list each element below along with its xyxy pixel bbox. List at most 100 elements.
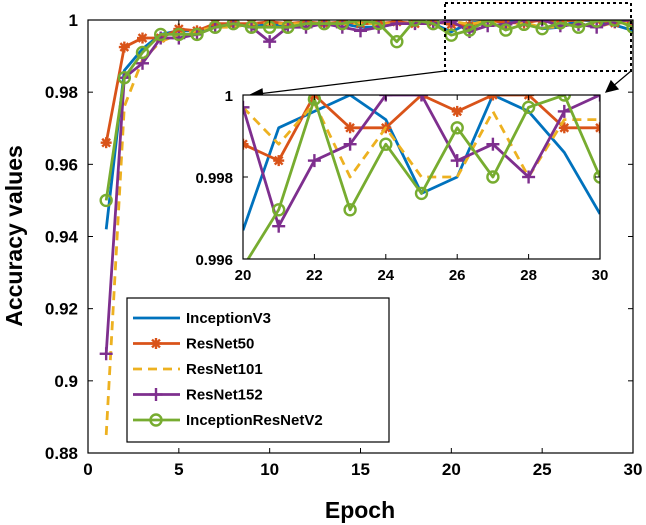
y-axis-title: Accuracy values	[1, 145, 27, 327]
series-line-inceptionresnetv2	[104, 20, 633, 201]
legend-label-resnet152: ResNet152	[186, 387, 263, 404]
data-point-resnet152	[390, 20, 404, 31]
inset-data-point-inceptionresnetv2	[557, 95, 571, 102]
inset-x-tick-label: 30	[592, 267, 609, 284]
data-point-inceptionresnetv2	[226, 20, 241, 31]
x-tick-label: 5	[174, 460, 183, 479]
data-point-resnet50	[137, 32, 148, 44]
data-point-inceptionresnetv2	[408, 20, 422, 27]
inset-data-point-inceptionresnetv2	[379, 137, 393, 151]
data-point-inceptionresnetv2	[99, 193, 113, 208]
data-point-inceptionresnetv2	[390, 34, 404, 49]
inset-data-point-resnet50	[594, 122, 600, 134]
x-tick-label: 20	[442, 460, 461, 479]
data-point-inceptionresnetv2	[499, 23, 513, 37]
zoom-region-box	[444, 2, 632, 72]
inset-data-point-resnet50	[487, 95, 499, 101]
main-ticks: 0 5 10 15 20 25 30 0.88 0.9 0.92 0.94 0.96 0.98 1	[45, 11, 643, 479]
data-point-inceptionresnetv2	[517, 20, 531, 32]
zoom-arrows	[248, 70, 632, 100]
inset-data-point-resnet152	[522, 170, 536, 184]
inset-series-line-inceptionresnetv2	[246, 95, 600, 259]
inset-x-tick-label: 24	[377, 267, 394, 284]
inset-data-point-resnet152	[486, 137, 500, 151]
x-tick-label: 15	[351, 460, 370, 479]
data-point-inceptionresnetv2	[244, 20, 259, 34]
legend-box	[126, 297, 390, 443]
inset-data-point-resnet50	[344, 122, 356, 134]
legend-label-resnet101: ResNet101	[186, 361, 263, 378]
y-tick-label: 0.96	[45, 155, 78, 174]
data-point-resnet152	[263, 35, 277, 49]
data-point-inceptionresnetv2	[281, 20, 295, 34]
inset-data-point-resnet50	[273, 155, 285, 167]
inset-data-point-resnet152	[307, 154, 321, 168]
inset-data-point-resnet152	[557, 104, 571, 118]
y-tick-label: 0.92	[45, 300, 78, 319]
data-point-inceptionresnetv2	[153, 27, 168, 42]
inset-data-point-resnet152	[450, 154, 464, 168]
data-point-inceptionresnetv2	[426, 20, 440, 31]
inset-data-point-resnet50	[451, 105, 463, 117]
inset-data-point-inceptionresnetv2	[343, 203, 357, 217]
main-series-group	[99, 20, 633, 436]
inset-data-point-inceptionresnetv2	[593, 170, 600, 184]
x-tick-label: 25	[533, 460, 552, 479]
data-point-inceptionresnetv2	[317, 20, 331, 31]
legend-marker-inceptionresnetv2	[149, 413, 163, 427]
data-point-inceptionresnetv2	[335, 20, 350, 31]
inset-data-point-resnet152	[243, 100, 250, 114]
data-point-resnet50	[100, 137, 112, 149]
data-point-inceptionresnetv2	[117, 71, 132, 85]
inset-data-point-resnet50	[243, 138, 249, 150]
data-point-inceptionresnetv2	[208, 20, 222, 34]
inset-area	[243, 95, 600, 259]
x-tick-label: 0	[83, 460, 92, 479]
inset-data-point-inceptionresnetv2	[414, 186, 429, 201]
inset-x-tick-label: 22	[306, 267, 323, 284]
inset-y-tick-label: 0.998	[195, 170, 233, 187]
data-point-inceptionresnetv2	[353, 20, 368, 27]
data-point-inceptionresnetv2	[553, 20, 568, 30]
y-tick-label: 0.9	[54, 372, 78, 391]
legend-marker-resnet152	[149, 388, 163, 401]
inset-data-point-inceptionresnetv2	[521, 100, 536, 115]
data-point-resnet152	[99, 347, 113, 361]
legend-label-inceptionv3: InceptionV3	[186, 310, 271, 327]
inset-y-tick-label: 1	[225, 88, 233, 105]
data-point-inceptionresnetv2	[608, 20, 622, 27]
x-axis-title: Epoch	[325, 497, 395, 523]
y-tick-label: 0.94	[45, 228, 79, 247]
inset-series-line-resnet152	[243, 95, 600, 228]
legend-items: InceptionV3 ResNet50 ResNet101 ResNet152 Inc…	[133, 310, 323, 429]
inset-x-tick-label: 26	[449, 267, 466, 284]
data-point-inceptionresnetv2	[190, 27, 204, 42]
inset-data-point-inceptionresnetv2	[307, 95, 322, 106]
data-point-inceptionresnetv2	[589, 20, 604, 28]
legend-label-inceptionresnetv2: InceptionResNetV2	[186, 412, 323, 429]
series-line-resnet101	[104, 20, 633, 436]
legend-marker-resnet50	[150, 338, 162, 349]
data-point-inceptionresnetv2	[371, 20, 386, 31]
inset-data-point-resnet152	[415, 95, 428, 102]
inset-y-tick-label: 0.996	[195, 252, 233, 269]
y-tick-label: 0.88	[45, 444, 78, 463]
y-tick-label: 0.98	[45, 83, 78, 102]
inset-frame	[242, 94, 601, 260]
data-point-inceptionresnetv2	[135, 45, 150, 60]
x-tick-label: 30	[624, 460, 643, 479]
inset-data-point-inceptionresnetv2	[450, 121, 464, 135]
data-point-inceptionresnetv2	[299, 20, 313, 31]
inset-series-line-resnet50	[243, 95, 600, 163]
inset-x-tick-label: 20	[235, 267, 252, 284]
inset-data-point-resnet152	[343, 137, 357, 151]
y-tick-label: 1	[69, 11, 78, 30]
legend: InceptionV3 ResNet50 ResNet101 ResNet152 Inc…	[126, 297, 390, 443]
data-point-inceptionresnetv2	[626, 20, 633, 34]
data-point-inceptionresnetv2	[462, 23, 477, 37]
inset-data-point-resnet152	[272, 219, 286, 233]
inset-data-point-inceptionresnetv2	[486, 170, 500, 184]
data-point-resnet50	[118, 41, 130, 53]
legend-label-resnet50: ResNet50	[186, 336, 254, 353]
